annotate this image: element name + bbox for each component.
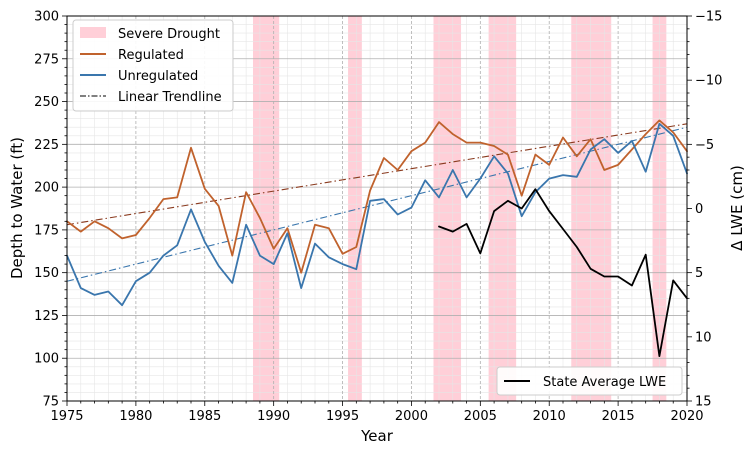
x-tick-label: 2010 <box>533 409 566 424</box>
x-tick-label: 2015 <box>602 409 635 424</box>
y-left-tick-label: 300 <box>34 10 59 25</box>
legend-drought-label: Severe Drought <box>118 27 220 42</box>
series-lines <box>66 119 688 358</box>
x-tick-label: 1980 <box>119 409 152 424</box>
x-tick-label: 1975 <box>50 409 83 424</box>
x-tick-label: 2020 <box>670 409 703 424</box>
drought-band-0 <box>253 16 280 401</box>
x-tick-label: 1995 <box>326 409 359 424</box>
y-left-tick-label: 75 <box>42 395 59 410</box>
drought-band-1 <box>348 16 362 401</box>
drought-band-4 <box>571 16 612 401</box>
drought-band-2 <box>433 16 462 401</box>
y-right-tick-label: −5 <box>695 138 714 153</box>
y-axis-right: 15 10 5 0 −5 −10 −15 <box>687 10 722 410</box>
drought-band-3 <box>488 16 517 401</box>
y-axis-right-label: Δ LWE (cm) <box>728 165 746 251</box>
y-right-tick-label: 10 <box>695 330 712 345</box>
legend-upper-box <box>72 19 234 112</box>
y-right-tick-label: 5 <box>695 266 703 281</box>
y-axis-left-label: Depth to Water (ft) <box>8 137 26 279</box>
x-axis-label: Year <box>360 427 394 445</box>
legend-regulated-label: Regulated <box>118 48 184 63</box>
y-left-tick-label: 125 <box>34 309 59 324</box>
y-left-tick-label: 225 <box>34 138 59 153</box>
trendline-1 <box>66 126 688 282</box>
legend-upper: Severe Drought Regulated Unregulated Lin… <box>72 19 234 112</box>
legend-lwe-label: State Average LWE <box>543 375 666 390</box>
legend-trendline-label: Linear Trendline <box>118 90 222 105</box>
series-line-state-average-lwe <box>438 188 688 358</box>
x-tick-label: 1985 <box>188 409 221 424</box>
x-tick-label: 2000 <box>395 409 428 424</box>
y-right-tick-label: 15 <box>695 395 712 410</box>
legend-unregulated-label: Unregulated <box>118 69 198 84</box>
legend-lower-box <box>496 366 683 396</box>
y-left-tick-label: 150 <box>34 266 59 281</box>
series-line-unregulated <box>66 122 688 307</box>
y-left-tick-label: 200 <box>34 181 59 196</box>
y-left-tick-label: 100 <box>34 352 59 367</box>
x-tick-label: 1990 <box>257 409 290 424</box>
y-right-tick-label: −15 <box>695 10 722 25</box>
y-right-tick-label: −10 <box>695 74 722 89</box>
y-axis-left: 75 100 125 150 175 200 225 250 275 300 <box>34 10 67 410</box>
x-axis: 1975 1980 1985 1990 1995 2000 2005 2010 2015 2020 <box>50 401 704 424</box>
legend-drought-swatch <box>80 27 106 38</box>
y-left-tick-label: 250 <box>34 95 59 110</box>
series-line-regulated <box>66 119 688 274</box>
y-left-tick-label: 275 <box>34 52 59 67</box>
x-tick-label: 2005 <box>464 409 497 424</box>
trendline-0 <box>66 123 688 226</box>
trendlines <box>66 123 688 282</box>
y-right-tick-label: 0 <box>695 202 703 217</box>
legend-lower: State Average LWE <box>496 366 683 396</box>
y-left-tick-label: 175 <box>34 223 59 238</box>
